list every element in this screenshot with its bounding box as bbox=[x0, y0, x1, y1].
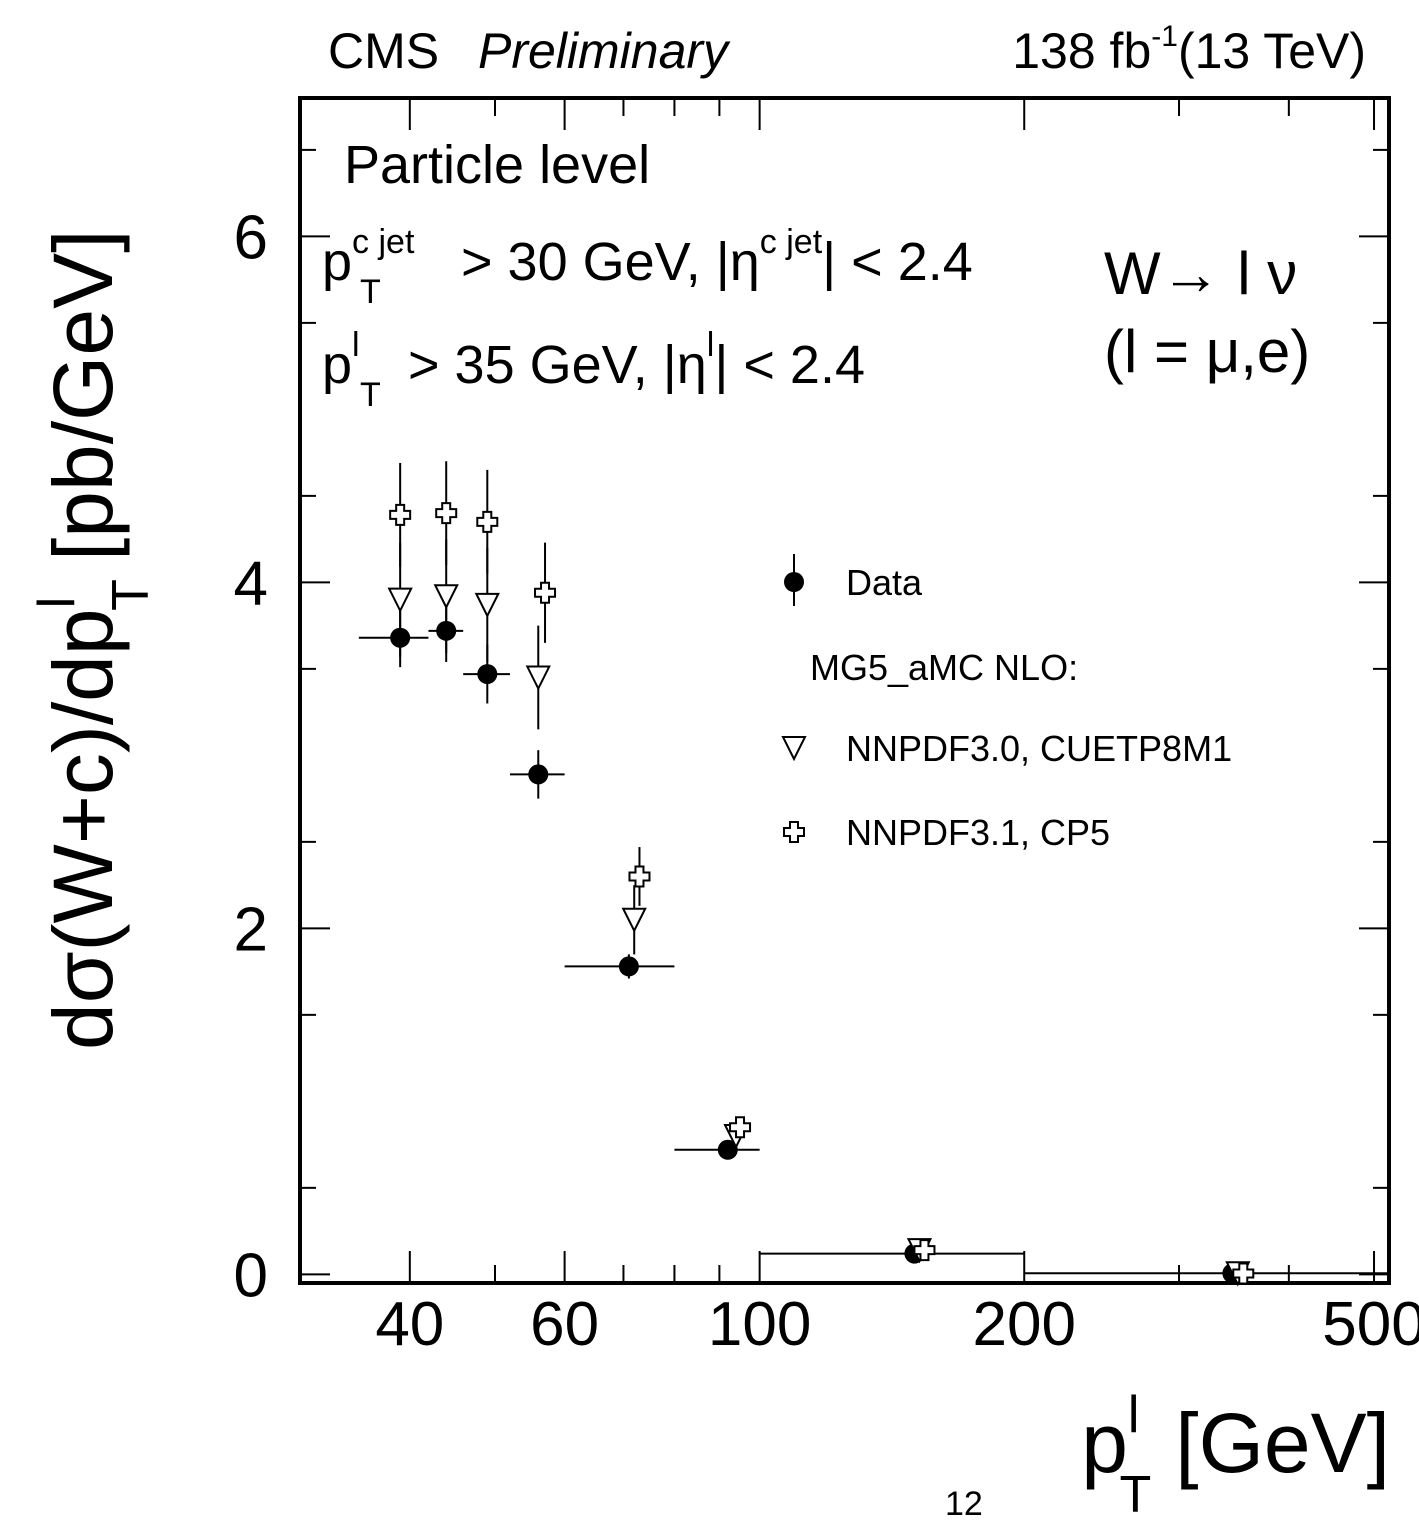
data-point bbox=[1232, 1262, 1255, 1285]
page-number: 12 bbox=[945, 1485, 983, 1523]
axes: 0 2 4 6 40 60 100 200 500 bbox=[234, 98, 1419, 1359]
legend-entry: NNPDF3.0, CUETP8M1 bbox=[781, 728, 1232, 769]
status-label: Preliminary bbox=[478, 23, 731, 79]
y-tick-label: 4 bbox=[234, 549, 268, 618]
x-tick-label: 60 bbox=[530, 1290, 599, 1359]
data-point bbox=[729, 1116, 752, 1139]
data-point bbox=[913, 1239, 936, 1262]
data-points bbox=[358, 461, 1389, 1287]
process-label: W→ l ν bbox=[1104, 240, 1297, 307]
legend-entry: Data bbox=[784, 554, 923, 606]
x-tick-label: 100 bbox=[708, 1290, 811, 1359]
legend-marker bbox=[781, 736, 807, 762]
legend-label: NNPDF3.1, CP5 bbox=[846, 812, 1110, 853]
lepton-flavour-label: (l = μ,e) bbox=[1104, 318, 1310, 385]
series-nnpdf3-1-cp5 bbox=[389, 461, 1255, 1285]
y-tick-label: 0 bbox=[234, 1241, 268, 1310]
y-axis-title: dσ(W+c)/dpl T[pb/GeV] bbox=[28, 230, 160, 1050]
data-point bbox=[534, 581, 557, 604]
x-tick-label: 200 bbox=[973, 1290, 1076, 1359]
data-point bbox=[435, 502, 458, 525]
data-point bbox=[387, 587, 413, 613]
data-point bbox=[525, 665, 551, 691]
experiment-label: CMS bbox=[328, 23, 439, 79]
x-axis-title: pl T[GeV] bbox=[1081, 1386, 1390, 1524]
legend-label: NNPDF3.0, CUETP8M1 bbox=[846, 728, 1232, 769]
data-point bbox=[618, 956, 639, 977]
particle-level-label: Particle level bbox=[344, 135, 650, 195]
legend-entry: NNPDF3.1, CP5 bbox=[783, 812, 1110, 853]
y-tick-label: 6 bbox=[234, 203, 268, 272]
data-point bbox=[389, 503, 412, 526]
legend-label: Data bbox=[846, 562, 923, 603]
cut-cjet-label: pc jet T > 30 GeV, |ηc jet| < 2.4 bbox=[322, 223, 973, 311]
cut-lepton-label: plT > 35 GeV, |ηl| < 2.4 bbox=[322, 326, 865, 414]
data-point bbox=[621, 907, 647, 933]
data-point bbox=[717, 1139, 738, 1160]
y-tick-label: 2 bbox=[234, 895, 268, 964]
data-point bbox=[477, 664, 498, 685]
legend-marker bbox=[784, 572, 804, 592]
data-point bbox=[476, 510, 499, 533]
legend-header: MG5_aMC NLO: bbox=[810, 647, 1078, 688]
data-point bbox=[528, 764, 549, 785]
legend: Data NNPDF3.0, CUETP8M1 NNPDF3.1, CP5 MG5_a… bbox=[781, 554, 1232, 853]
lumi-label: 138 fb-1(13 TeV) bbox=[1012, 20, 1366, 79]
lumi-exp: -1 bbox=[1151, 20, 1178, 53]
lumi-value: 138 fb bbox=[1012, 23, 1151, 79]
data-point bbox=[474, 592, 500, 619]
data-point bbox=[433, 584, 459, 610]
legend-marker bbox=[783, 821, 805, 843]
x-tick-label: 500 bbox=[1322, 1290, 1419, 1359]
energy-label: (13 TeV) bbox=[1178, 23, 1366, 79]
series-data bbox=[358, 599, 1389, 1284]
plot-frame bbox=[298, 96, 1391, 1285]
data-point bbox=[628, 865, 651, 888]
x-tick-label: 40 bbox=[375, 1290, 444, 1359]
